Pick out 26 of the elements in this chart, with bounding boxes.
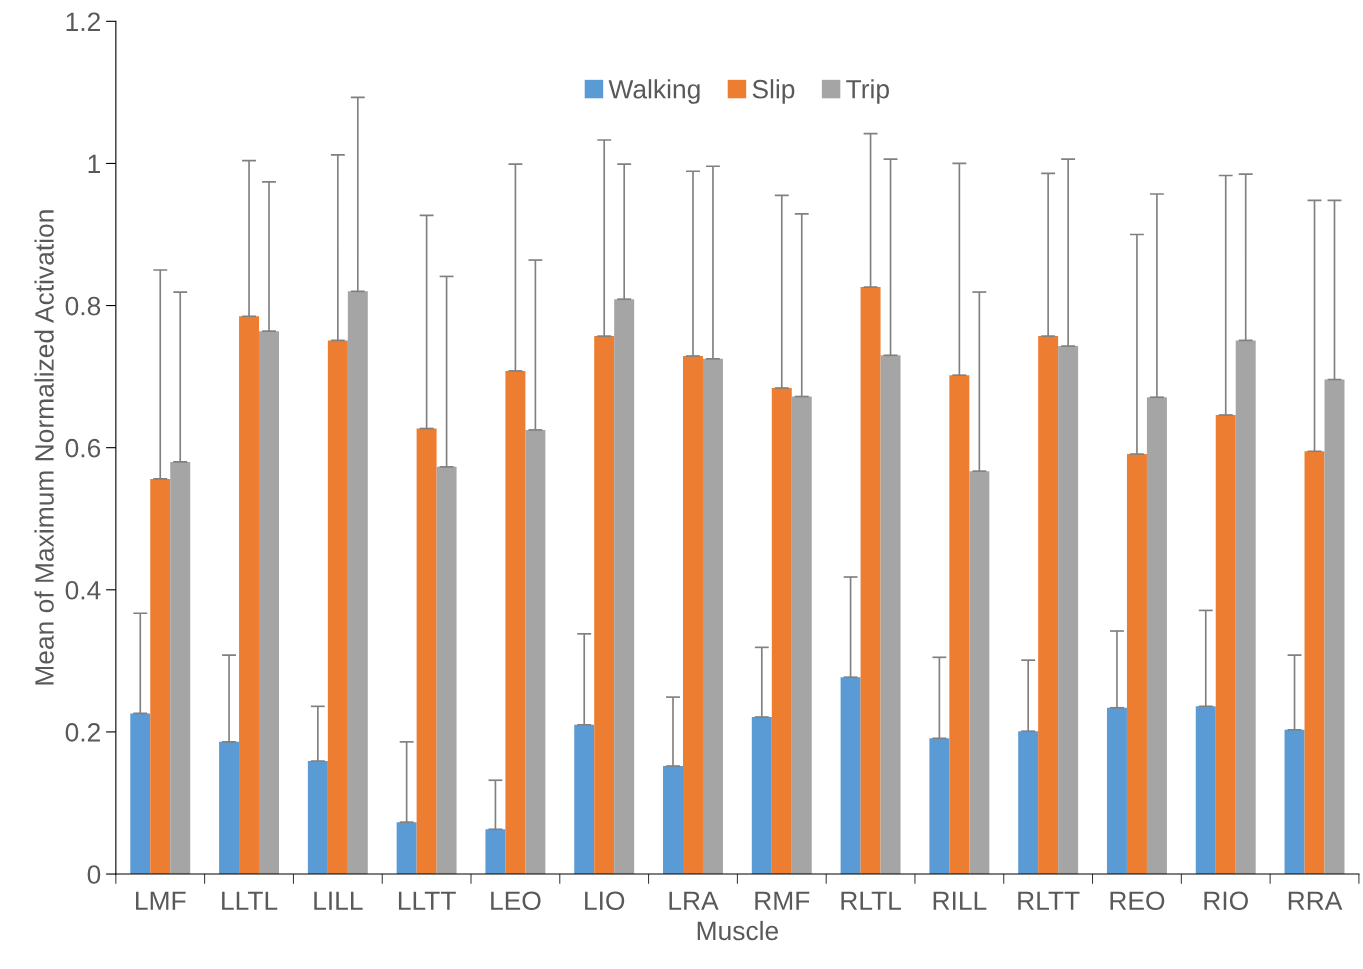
- x-tick-label: LRA: [669, 891, 719, 910]
- x-tick-label: LIO: [585, 891, 625, 911]
- x-tick-label: RIO: [1204, 891, 1248, 911]
- x-tick-label: RMF: [755, 891, 810, 910]
- legend-label: Walking: [608, 79, 700, 104]
- x-tick-label: RLTL: [841, 891, 901, 910]
- x-tick-label: LEO: [491, 891, 541, 911]
- legend-label: Trip: [846, 79, 889, 104]
- x-tick-label: LILL: [314, 891, 363, 910]
- x-tick-label: RILL: [933, 891, 987, 910]
- x-tick-label: LMF: [136, 891, 186, 910]
- y-tick-label: 0: [87, 865, 101, 884]
- y-tick-label: 0.2: [65, 723, 100, 742]
- y-tick-label: 0.8: [65, 296, 101, 316]
- x-axis-title: Muscle: [697, 920, 779, 941]
- y-tick-label: 0.4: [65, 580, 101, 600]
- y-tick-label: 0.6: [65, 438, 101, 458]
- x-tick-label: REO: [1110, 891, 1165, 911]
- x-tick-label: LLTT: [398, 891, 456, 910]
- x-tick-label: LLTL: [222, 891, 278, 910]
- y-axis-title: Mean of Maximum Normalized Activation: [34, 210, 54, 685]
- y-tick-label: 1.2: [66, 12, 100, 31]
- y-tick-label: 1: [88, 154, 100, 173]
- legend-label: Slip: [752, 79, 795, 104]
- x-tick-label: RLTT: [1018, 891, 1080, 910]
- x-tick-label: RRA: [1288, 891, 1343, 910]
